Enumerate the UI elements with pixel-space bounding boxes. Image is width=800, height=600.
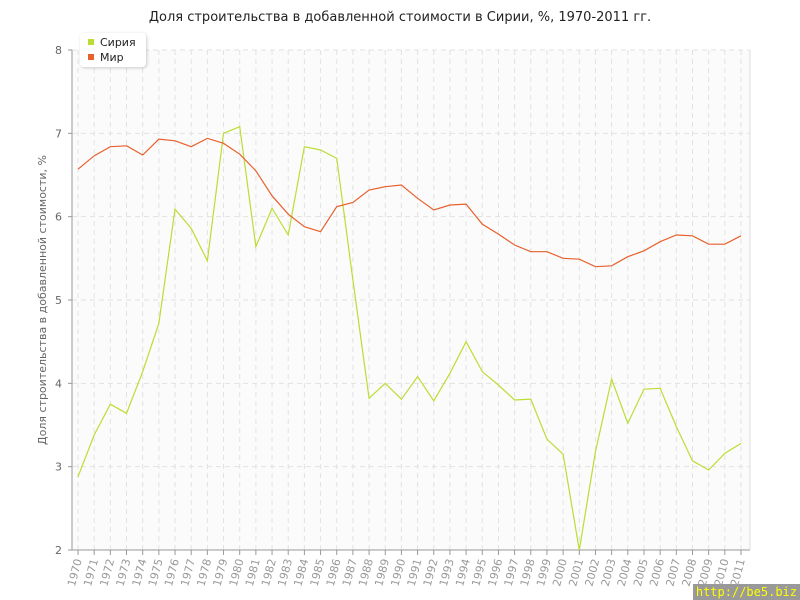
y-tick-label: 3 xyxy=(55,461,62,474)
series-line-0 xyxy=(77,125,742,551)
y-tick-label: 8 xyxy=(55,44,62,57)
legend-label: Мир xyxy=(100,51,124,64)
legend: Сирия Мир xyxy=(80,33,146,67)
watermark: http://be5.biz xyxy=(692,584,800,600)
y-axis-label: Доля строительства в добавленной стоимос… xyxy=(36,155,49,445)
y-tick-label: 4 xyxy=(55,377,62,390)
series-line-1 xyxy=(77,137,742,268)
chart-title: Доля строительства в добавленной стоимос… xyxy=(148,10,652,25)
y-tick-label: 7 xyxy=(55,127,62,140)
y-tick-label: 6 xyxy=(55,211,62,224)
legend-label: Сирия xyxy=(100,36,136,49)
legend-item-syria[interactable]: Сирия xyxy=(88,35,136,50)
legend-swatch xyxy=(88,39,94,45)
legend-swatch xyxy=(88,54,94,60)
y-tick-label: 5 xyxy=(55,294,62,307)
y-tick-label: 2 xyxy=(55,544,62,557)
legend-item-world[interactable]: Мир xyxy=(88,50,136,65)
